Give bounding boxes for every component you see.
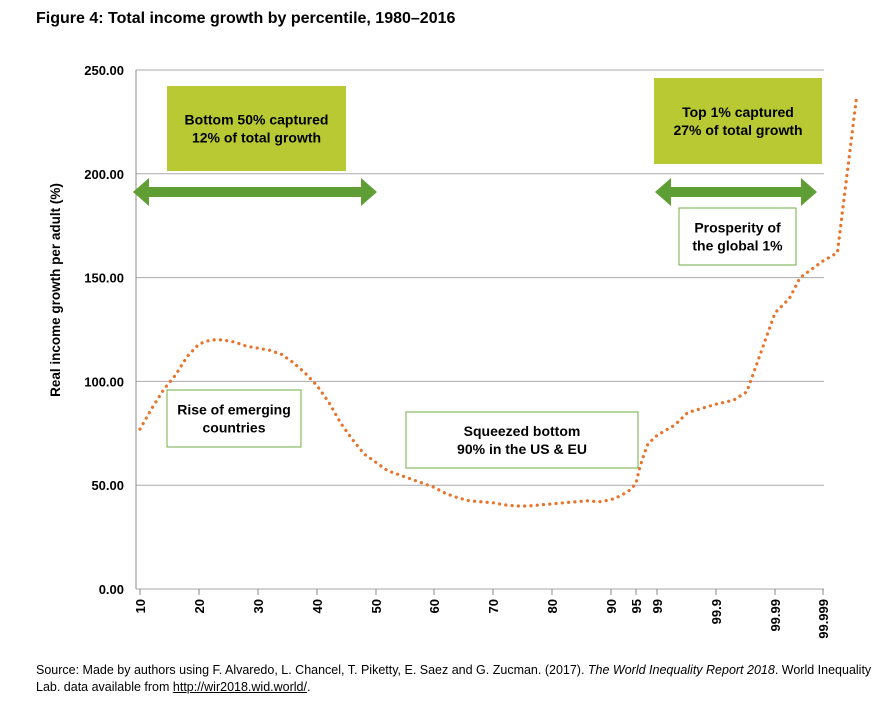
x-tick-label: 50 <box>369 599 384 613</box>
annotations: Bottom 50% captured 12% of total growth To… <box>166 78 822 469</box>
annotation-emerging: Rise of emerging countries <box>166 389 302 448</box>
annotation-top-1-text: 27% of total growth <box>673 122 802 138</box>
y-tick-label: 100.00 <box>84 374 124 389</box>
chart: 0.00 50.00 100.00 150.00 200.00 250.00 10 20 30… <box>48 63 859 639</box>
source-link[interactable]: http://wir2018.wid.world/ <box>172 680 307 694</box>
x-tick-label: 99.999 <box>816 599 831 639</box>
series-line <box>138 95 859 508</box>
annotation-emerging-box <box>166 389 302 448</box>
x-axis-ticks: 10 20 30 40 50 60 70 80 90 95 99 99.9 99.99 99.999 <box>133 589 831 639</box>
annotation-prosperity-box <box>678 207 797 266</box>
annotation-emerging-text: Rise of emerging <box>177 402 291 418</box>
annotation-squeezed-text: 90% in the US & EU <box>457 441 587 457</box>
x-tick-label: 99 <box>650 599 665 613</box>
y-tick-label: 0.00 <box>99 582 124 597</box>
y-axis-label: Real income growth per adult (%) <box>48 183 63 397</box>
annotation-top-1: Top 1% captured 27% of total growth <box>654 78 822 164</box>
source-italic: The World Inequality Report 2018 <box>587 663 775 677</box>
annotation-bottom-50-text: Bottom 50% captured <box>185 112 329 128</box>
x-tick-label: 90 <box>604 599 619 613</box>
x-tick-label: 95 <box>629 599 644 613</box>
x-tick-label: 30 <box>251 599 266 613</box>
source-suffix: . <box>306 680 311 694</box>
bottom-50-arrow <box>133 178 377 206</box>
annotation-top-1-box <box>654 78 822 164</box>
source-prefix: Source: Made by authors using F. Alvared… <box>36 663 588 677</box>
y-axis-ticks: 0.00 50.00 100.00 150.00 200.00 250.00 <box>84 63 124 597</box>
annotation-prosperity-text: the global 1% <box>692 238 783 254</box>
annotation-emerging-text: countries <box>202 420 265 436</box>
x-tick-label: 99.9 <box>709 599 724 624</box>
annotation-prosperity-text: Prosperity of <box>694 220 781 236</box>
x-tick-label: 20 <box>192 599 207 613</box>
gridlines <box>135 69 824 590</box>
y-tick-label: 50.00 <box>91 478 124 493</box>
chart-title: Figure 4: Total income growth by percent… <box>36 10 456 27</box>
y-tick-label: 200.00 <box>84 167 124 182</box>
x-tick-label: 99.99 <box>768 599 783 632</box>
x-tick-label: 70 <box>486 599 501 613</box>
annotation-bottom-50: Bottom 50% captured 12% of total growth <box>167 86 346 171</box>
source-note: Source: Made by authors using F. Alvared… <box>36 662 876 696</box>
range-arrows <box>133 178 817 206</box>
x-tick-label: 40 <box>310 599 325 613</box>
top-1-arrow <box>655 178 817 206</box>
y-tick-label: 150.00 <box>84 271 124 286</box>
annotation-squeezed-box <box>405 411 639 469</box>
y-tick-label: 250.00 <box>84 63 124 78</box>
annotation-squeezed: Squeezed bottom 90% in the US & EU <box>405 411 639 469</box>
x-tick-label: 10 <box>133 599 148 613</box>
annotation-prosperity: Prosperity of the global 1% <box>678 207 797 266</box>
x-tick-label: 80 <box>545 599 560 613</box>
annotation-squeezed-text: Squeezed bottom <box>464 423 581 439</box>
source-middle: . World Inequality Lab. data available f… <box>36 663 872 694</box>
annotation-bottom-50-text: 12% of total growth <box>192 130 321 146</box>
annotation-bottom-50-box <box>167 86 346 171</box>
annotation-top-1-text: Top 1% captured <box>682 104 794 120</box>
x-tick-label: 60 <box>427 599 442 613</box>
